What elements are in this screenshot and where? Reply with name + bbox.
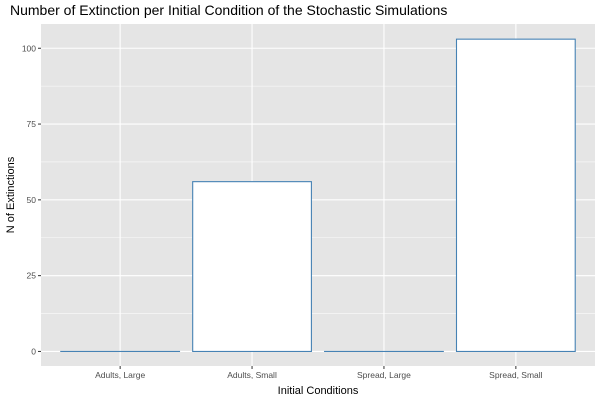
- y-tick-label: 50: [27, 195, 37, 205]
- bar: [192, 181, 312, 352]
- y-axis: 0 25 50 75 100: [22, 43, 41, 356]
- x-tick-label: Spread, Small: [489, 370, 542, 380]
- y-axis-title: N of Extinctions: [5, 156, 17, 233]
- x-axis-title: Initial Conditions: [278, 385, 359, 397]
- bars: [60, 38, 576, 353]
- y-tick-label: 0: [31, 346, 36, 356]
- y-tick-label: 100: [22, 43, 36, 53]
- bar: [455, 38, 576, 352]
- x-axis: Adults, Large Adults, Small Spread, Large S…: [95, 366, 543, 380]
- y-tick-label: 75: [27, 119, 37, 129]
- y-tick-label: 25: [27, 271, 37, 281]
- x-tick-label: Spread, Large: [357, 370, 411, 380]
- chart-title: Number of Extinction per Initial Conditi…: [10, 2, 447, 18]
- x-tick-label: Adults, Small: [227, 370, 277, 380]
- x-tick-label: Adults, Large: [95, 370, 145, 380]
